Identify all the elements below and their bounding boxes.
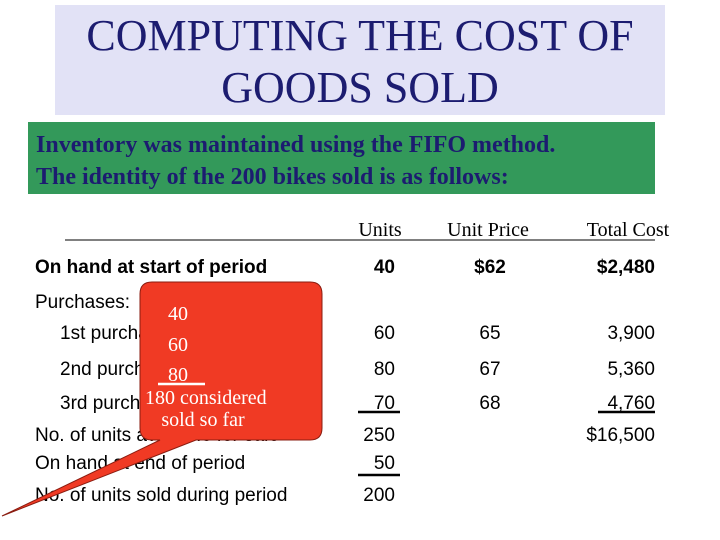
cell-value: 65 (479, 323, 500, 344)
title-line: GOODS SOLD (221, 63, 498, 112)
callout-text: sold so far (161, 409, 245, 431)
cell-value: 67 (479, 359, 500, 380)
column-header: Unit Price (447, 219, 529, 241)
cell-value: 60 (374, 323, 395, 344)
intro-box (28, 122, 655, 194)
callout (1, 281, 323, 517)
callout-text: 60 (168, 334, 188, 356)
cell-value: 50 (374, 453, 395, 474)
cell-value: 70 (374, 393, 395, 414)
cell-value: 80 (374, 359, 395, 380)
column-header: Total Cost (587, 219, 670, 241)
callout-text: 40 (168, 303, 188, 325)
cell-value: 3,900 (607, 323, 655, 344)
cell-value: $2,480 (597, 257, 655, 278)
title-box (55, 5, 665, 115)
cell-value: 200 (363, 485, 395, 506)
row-label: No. of units sold during period (35, 485, 287, 506)
cell-value: 68 (479, 393, 500, 414)
row-label: On hand at end of period (35, 453, 245, 474)
title-line: COMPUTING THE COST OF (86, 11, 633, 60)
intro-line: The identity of the 200 bikes sold is as… (36, 164, 509, 190)
callout-text: 80 (168, 364, 188, 386)
row-label: Purchases: (35, 292, 130, 313)
table-body: On hand at start of period 40 $62 $2,480 Pur… (35, 257, 655, 506)
cell-value: $16,500 (586, 425, 655, 446)
callout-text: 180 considered (145, 387, 267, 409)
column-header: Units (358, 219, 402, 241)
cell-value: 250 (363, 425, 395, 446)
cell-value: $62 (474, 257, 506, 278)
cell-value: 40 (374, 257, 395, 278)
row-label: On hand at start of period (35, 257, 267, 278)
intro-line: Inventory was maintained using the FIFO … (36, 132, 555, 158)
cell-value: 4,760 (607, 393, 655, 414)
cell-value: 5,360 (607, 359, 655, 380)
